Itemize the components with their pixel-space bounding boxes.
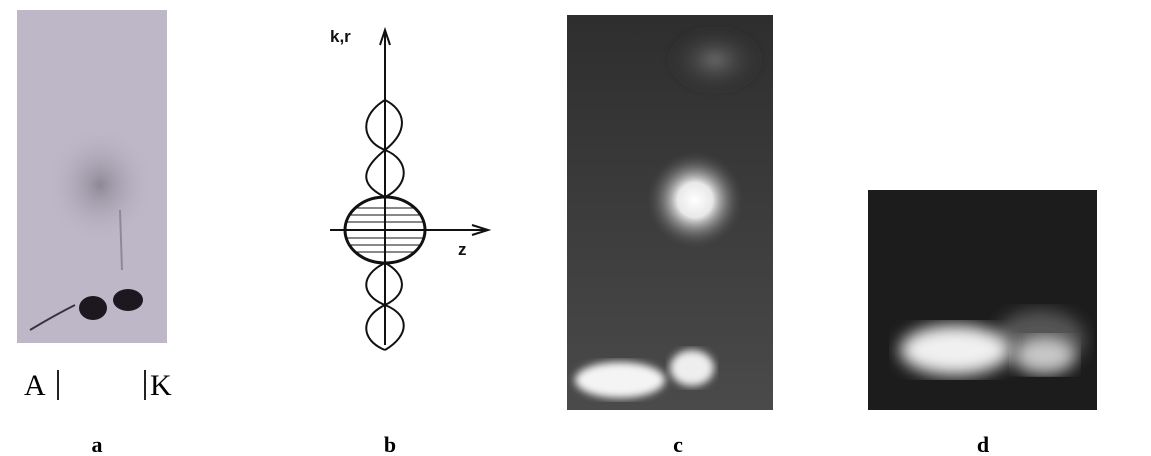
helix xyxy=(365,99,405,198)
haze xyxy=(665,25,765,95)
panel-b: k,r z xyxy=(330,26,492,351)
glow xyxy=(900,325,1010,375)
axis-label: k,r xyxy=(330,27,351,46)
helix xyxy=(365,262,405,351)
panel-label: a xyxy=(92,432,103,456)
arrow xyxy=(471,224,492,236)
glow xyxy=(670,350,714,386)
panel-d xyxy=(868,190,1097,410)
panel-c xyxy=(567,15,773,410)
spot xyxy=(79,296,107,320)
glow xyxy=(575,362,665,398)
arrow xyxy=(379,26,391,46)
panel-a: A K xyxy=(17,10,172,402)
panel-label: b xyxy=(384,432,396,456)
glow xyxy=(645,150,745,250)
photo-d xyxy=(868,190,1097,410)
electrode-label: A xyxy=(24,369,46,402)
panel-label: c xyxy=(673,432,683,456)
glow xyxy=(1015,337,1075,373)
electrode-label: K xyxy=(150,369,172,402)
spot xyxy=(113,289,143,311)
streak xyxy=(119,209,123,271)
hatch xyxy=(347,207,423,253)
panel-label: d xyxy=(977,432,989,456)
axis-label: z xyxy=(458,240,467,259)
smudge xyxy=(45,125,155,245)
trail xyxy=(29,304,76,331)
